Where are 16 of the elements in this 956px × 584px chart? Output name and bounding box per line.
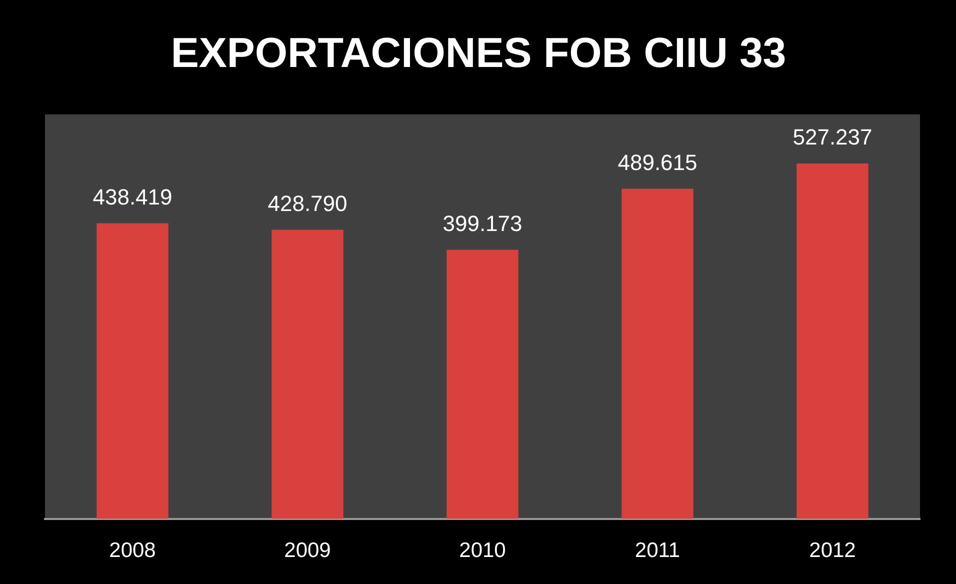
data-label: 399.173 [442,210,522,236]
x-tick-label: 2010 [459,539,506,562]
x-tick-label: 2011 [634,539,680,562]
bar [96,223,168,519]
chart-title: EXPORTACIONES FOB CIIU 33 [170,28,786,76]
data-label: 489.615 [618,150,698,175]
bar [272,230,344,519]
bar [796,163,868,519]
bar [622,188,694,519]
bar [446,250,518,519]
x-tick-label: 2008 [109,539,156,562]
x-tick-label: 2009 [284,539,331,562]
x-tick-label: 2012 [809,539,856,562]
data-label: 527.237 [792,124,872,150]
data-label: 438.419 [92,184,172,210]
data-label: 428.790 [268,190,348,216]
